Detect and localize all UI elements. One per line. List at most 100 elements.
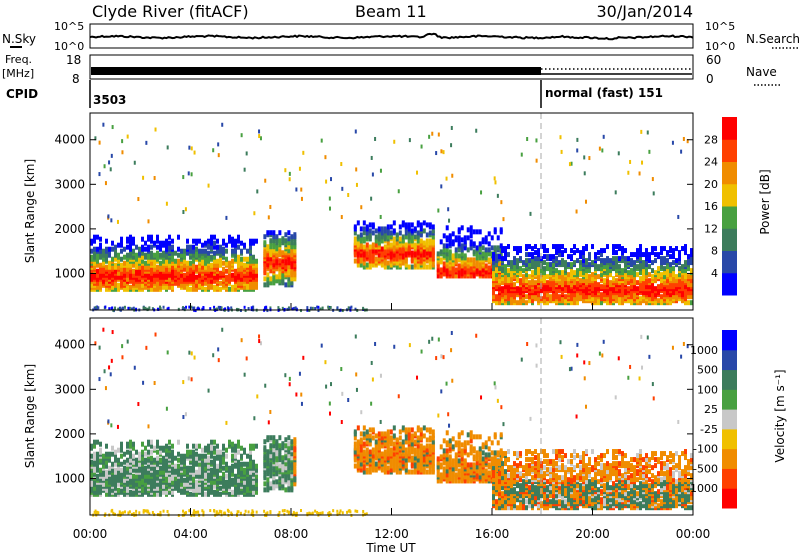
power-cell <box>552 244 555 250</box>
power-cell <box>519 278 522 284</box>
velocity-cell <box>269 469 273 475</box>
velocity-cell <box>263 487 267 493</box>
power-cell <box>249 272 252 278</box>
velocity-cell <box>365 457 369 463</box>
velocity-cell <box>272 439 276 445</box>
power-cell <box>642 260 645 266</box>
power-cell <box>201 284 204 290</box>
velocity-cell <box>156 455 159 461</box>
velocity-cell <box>186 465 189 471</box>
power-cell <box>368 232 372 238</box>
power-cell <box>597 298 600 304</box>
power-cell <box>168 234 171 240</box>
power-cell <box>657 266 660 272</box>
power-cell <box>272 234 276 240</box>
power-cell <box>672 260 675 266</box>
velocity-cell <box>255 489 258 495</box>
power-cell <box>528 252 531 258</box>
velocity-cell <box>171 489 174 495</box>
power-cell <box>639 256 642 262</box>
power-cell <box>329 305 332 309</box>
velocity-cell <box>252 489 255 495</box>
velocity-cell <box>177 457 180 463</box>
velocity-cell <box>222 475 225 481</box>
power-cell <box>431 228 435 234</box>
power-cell <box>192 252 195 258</box>
power-cell <box>195 274 198 280</box>
power-cell <box>368 228 372 234</box>
freq-tick-low: 8 <box>72 72 80 86</box>
velocity-cell <box>413 431 417 437</box>
velocity-cell <box>287 435 291 441</box>
power-cell <box>507 284 510 290</box>
power-cell <box>162 240 165 246</box>
power-cell <box>105 286 108 292</box>
velocity-cell <box>439 454 443 460</box>
power-cell <box>195 246 198 252</box>
power-cell <box>167 306 170 310</box>
power-cell <box>492 252 495 258</box>
velocity-cell <box>180 453 183 459</box>
velocity-cell <box>156 439 159 445</box>
power-cell <box>558 270 561 276</box>
velocity-cell <box>451 466 455 472</box>
power-cell <box>246 256 249 262</box>
power-cell <box>445 267 449 273</box>
power-cell <box>243 305 246 309</box>
power-cell <box>416 244 420 250</box>
velocity-cell <box>419 443 423 449</box>
velocity-cell <box>368 449 372 455</box>
velocity-cell <box>126 481 129 487</box>
power-cell <box>546 254 549 260</box>
velocity-cell <box>448 454 452 460</box>
power-cell <box>543 244 546 250</box>
power-cell <box>148 306 151 310</box>
power-cell <box>121 150 124 155</box>
velocity-cell <box>401 443 405 449</box>
power-cell <box>570 282 573 288</box>
power-cell <box>627 280 630 286</box>
velocity-cell <box>266 485 270 491</box>
power-cell <box>269 204 272 209</box>
velocity-cell <box>207 455 210 461</box>
velocity-cell <box>368 437 372 443</box>
velocity-cell <box>272 483 276 489</box>
power-cell <box>275 260 279 266</box>
power-cell <box>182 175 185 180</box>
velocity-cell <box>269 485 273 491</box>
power-cell <box>93 254 96 260</box>
power-cell <box>413 226 417 232</box>
velocity-cell <box>249 449 252 455</box>
power-cell <box>368 244 372 250</box>
power-colorbar-cell <box>722 183 737 207</box>
power-cell <box>224 307 227 311</box>
power-cell <box>269 264 273 270</box>
power-cell <box>570 274 573 280</box>
power-cell <box>258 134 261 139</box>
power-cell <box>597 282 600 288</box>
power-cell <box>228 234 231 240</box>
velocity-cell <box>290 455 294 461</box>
power-cell <box>123 246 126 252</box>
power-cell <box>150 266 153 272</box>
velocity-cell <box>428 449 432 455</box>
power-cell <box>645 274 648 280</box>
velocity-cell <box>272 447 276 453</box>
power-cell <box>525 244 528 250</box>
power-cell <box>529 211 532 216</box>
power-cell <box>534 250 537 256</box>
velocity-cell <box>439 444 443 450</box>
power-cell <box>576 137 579 142</box>
power-cell <box>496 245 500 251</box>
power-cell <box>600 300 603 306</box>
power-cell <box>684 260 687 266</box>
power-cell <box>501 280 504 286</box>
velocity-cell <box>114 491 117 497</box>
power-cell <box>222 238 225 244</box>
power-cell <box>90 238 93 244</box>
power-cell <box>478 269 482 275</box>
power-cell <box>114 252 117 258</box>
power-cell <box>663 246 666 252</box>
power-cell <box>147 258 150 264</box>
velocity-cell <box>222 471 225 477</box>
